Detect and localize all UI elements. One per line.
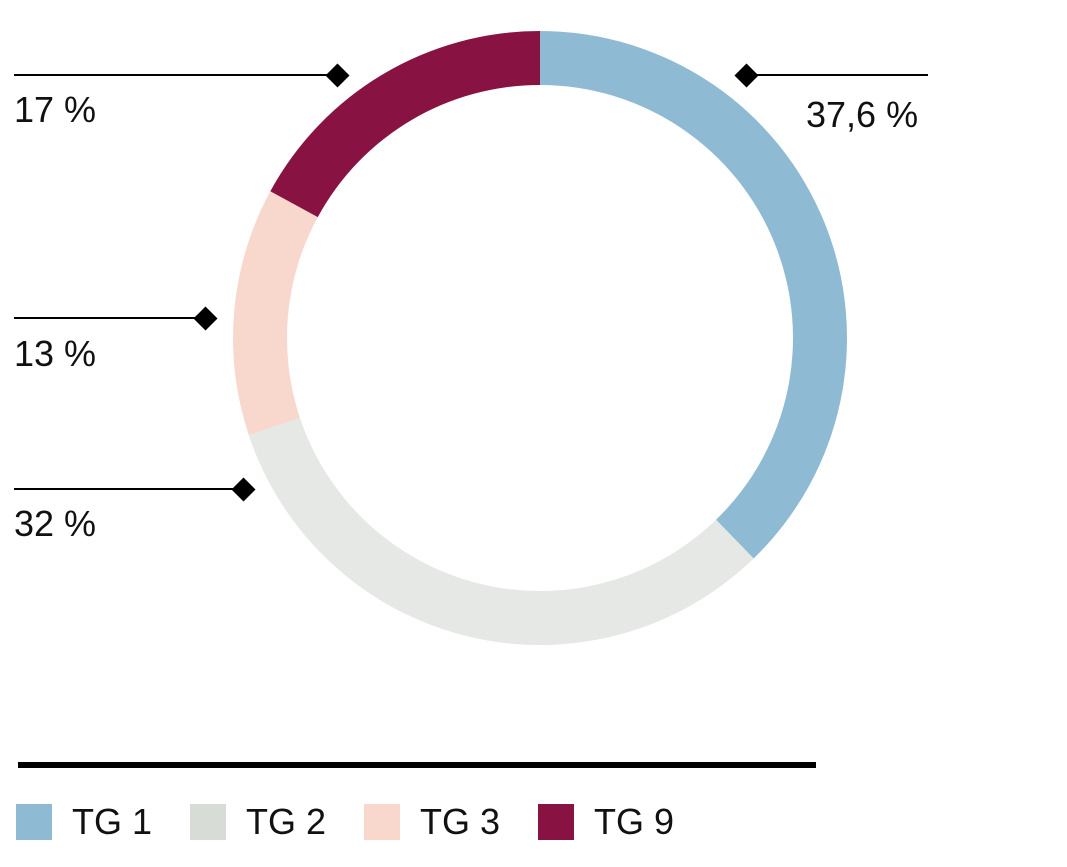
legend-label-tg2: TG 2 [246, 801, 327, 842]
legend: TG 1 TG 2 TG 3 TG 9 [16, 800, 712, 844]
data-label-tg9: 17 % [14, 89, 97, 130]
donut-segment-tg2 [248, 418, 754, 645]
legend-swatch-tg3 [364, 804, 401, 840]
callout-line-tg3 [14, 317, 206, 319]
donut-segment-tg1 [540, 31, 847, 559]
callout-line-tg2 [14, 488, 244, 490]
legend-item-tg3: TG 3 [364, 801, 500, 843]
legend-swatch-tg1 [16, 804, 52, 840]
donut-segments [232, 31, 847, 645]
legend-label-tg1: TG 1 [72, 801, 153, 842]
legend-label-tg9: TG 9 [594, 801, 675, 842]
data-label-tg2: 32 % [14, 503, 97, 544]
donut-segment-tg3 [232, 191, 318, 436]
legend-label-tg3: TG 3 [420, 801, 501, 842]
callout-line-tg1 [746, 74, 928, 76]
legend-item-tg9: TG 9 [538, 801, 674, 843]
callout-line-tg9 [14, 74, 338, 76]
legend-swatch-tg9 [538, 804, 575, 840]
legend-swatch-tg2 [190, 804, 227, 840]
legend-divider [18, 762, 816, 768]
legend-item-tg1: TG 1 [16, 801, 152, 843]
donut-segment-tg9 [270, 31, 540, 218]
data-label-tg1: 37,6 % [806, 94, 919, 135]
data-label-tg3: 13 % [14, 333, 97, 374]
legend-item-tg2: TG 2 [190, 801, 326, 843]
